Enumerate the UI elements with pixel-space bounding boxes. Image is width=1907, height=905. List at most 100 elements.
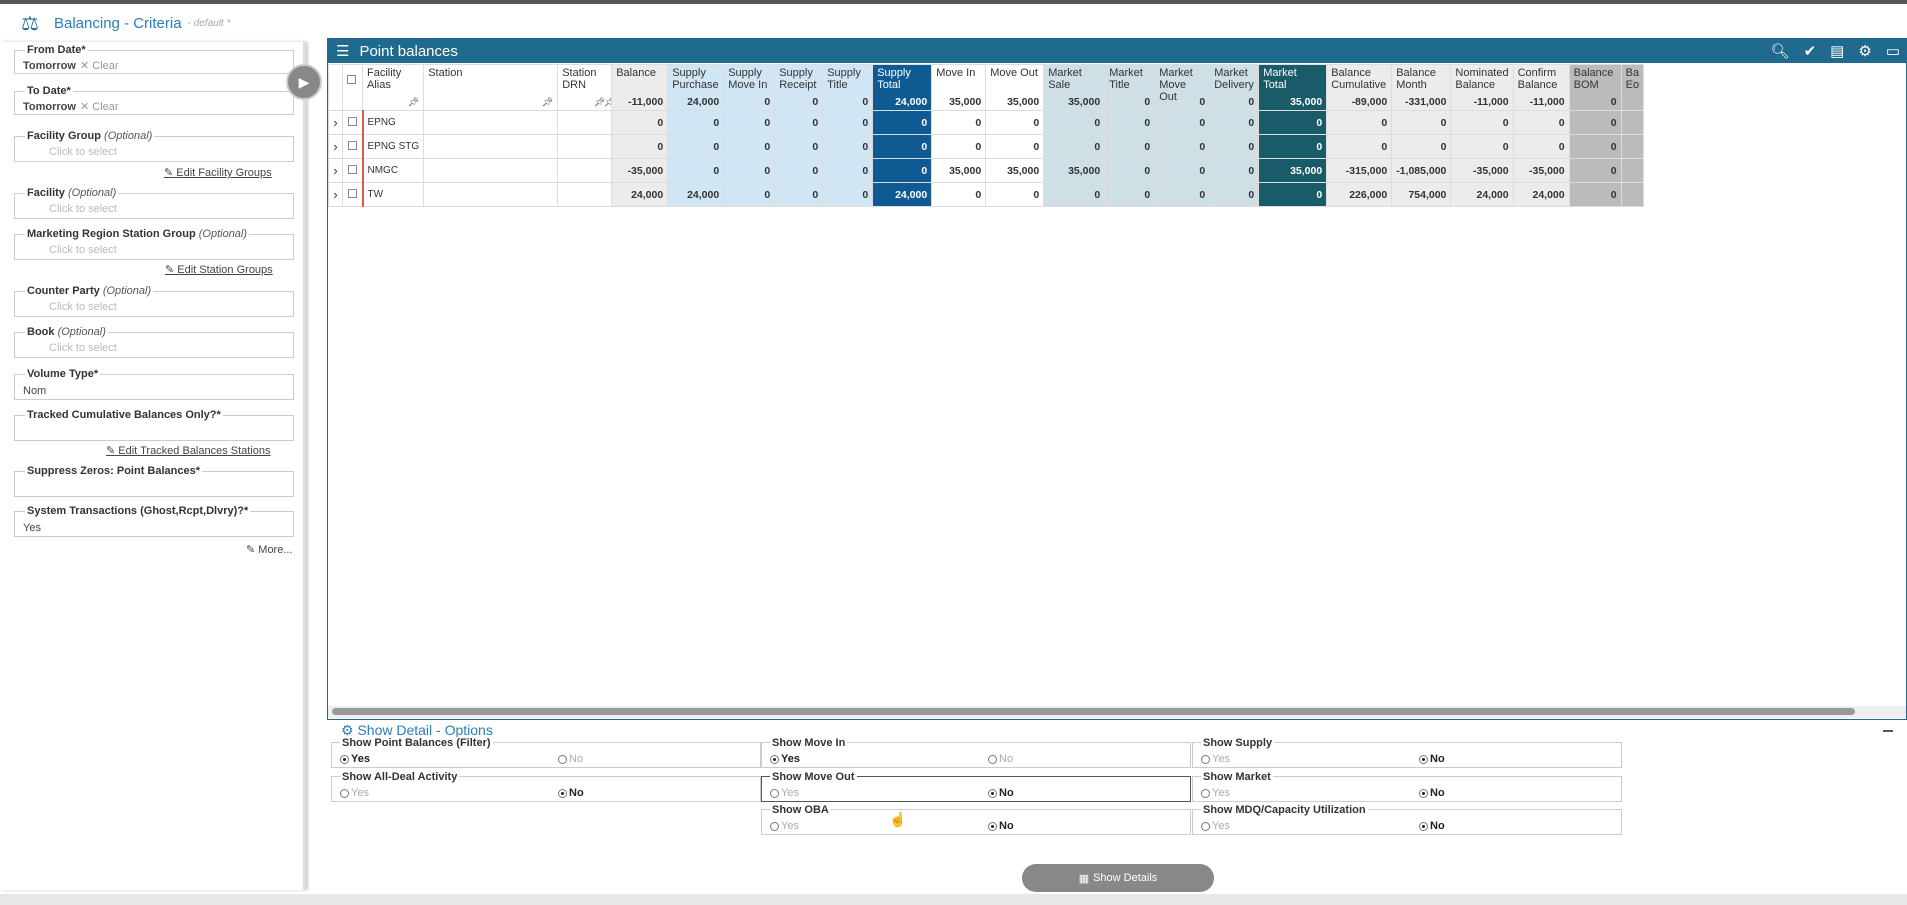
more-link[interactable]: ✎ More... [246,544,293,556]
to-date-clear-button[interactable]: ✕ Clear [79,101,119,113]
counter-party-field[interactable]: Counter Party (Optional) Click to select [14,285,294,317]
option-no-radio[interactable]: No [988,787,1014,799]
grid-menu-icon[interactable]: ☰ [336,43,350,60]
volume-type-field[interactable]: Volume Type* Nom [14,368,294,400]
option-no-radio[interactable]: No [558,787,584,799]
table-row[interactable]: › NMGC -35,000 0 0 0 0 0 35,000 35,000 35,000 0 0 0 35… [328,158,1645,183]
facility-field[interactable]: Facility (Optional) Click to select [14,187,294,219]
table-cell: -315,000 [1326,158,1393,183]
expand-row-icon[interactable]: › [328,182,343,207]
column-header[interactable]: Station DRN📌︎📌︎ [557,64,613,111]
column-header[interactable]: Supply Purchase 24,000 [667,64,725,111]
options-minimize-button[interactable] [1883,730,1893,732]
column-header[interactable]: Supply Title 0 [822,64,874,111]
option-yes-radio[interactable]: Yes [1201,753,1230,765]
option-yes-radio[interactable]: Yes [1201,787,1230,799]
select-all-checkbox[interactable] [342,64,363,111]
option-yes-radio[interactable]: Yes [770,820,799,832]
column-header[interactable]: Market Delivery 0 [1209,64,1260,111]
option-yes-radio[interactable]: Yes [1201,820,1230,832]
excel-icon[interactable]: ▤ [1830,43,1845,60]
column-header[interactable]: Move Out 35,000 [985,64,1045,111]
edit-station-groups-link[interactable]: ✎ Edit Station Groups [165,264,273,276]
horizontal-scrollbar[interactable] [328,706,1906,718]
column-header[interactable]: Market Title 0 [1104,64,1156,111]
row-checkbox[interactable] [342,158,363,183]
option-no-radio[interactable]: No [1419,820,1445,832]
scrollbar-thumb[interactable] [332,708,1855,715]
table-cell: -35,000 [1450,158,1514,183]
option-no-radio[interactable]: No [1419,753,1445,765]
column-header[interactable]: Supply Total 24,000 [872,64,933,111]
table-cell: 0 [1209,182,1260,207]
table-cell: 0 [1209,110,1260,135]
column-header[interactable]: Market Sale 35,000 [1043,64,1106,111]
table-cell: 0 [1104,182,1156,207]
from-date-value: Tomorrow [23,60,76,72]
pin-icon[interactable]: 📌︎ [593,97,606,107]
from-date-field[interactable]: From Date* Tomorrow ✕ Clear [14,44,294,74]
option-no-radio[interactable]: No [988,753,1013,765]
edit-tracked-balances-link[interactable]: ✎ Edit Tracked Balances Stations [106,445,271,457]
to-date-field[interactable]: To Date* Tomorrow ✕ Clear [14,85,294,115]
from-date-clear-button[interactable]: ✕ Clear [79,60,119,72]
table-cell: 0 [1154,182,1211,207]
table-cell: 0 [931,134,987,159]
window-icon[interactable]: ▭ [1885,43,1900,60]
row-checkbox[interactable] [342,182,363,207]
marketing-region-field[interactable]: Marketing Region Station Group (Optional… [14,228,294,260]
column-header[interactable]: Ba Eo [1620,64,1645,111]
facility-group-field[interactable]: Facility Group (Optional) Click to selec… [14,130,294,162]
tracked-cumulative-field[interactable]: Tracked Cumulative Balances Only?* [14,409,294,441]
column-header[interactable]: Market Move Out 0 [1154,64,1211,111]
table-cell: 0 [667,158,725,183]
table-cell: 35,000 [1258,158,1328,183]
column-header[interactable]: Market Total 35,000 [1258,64,1328,111]
table-cell: 0 [822,110,874,135]
system-transactions-field[interactable]: System Transactions (Ghost,Rcpt,Dlvry)?*… [14,505,294,537]
column-header[interactable]: Balance BOM 0 [1568,64,1622,111]
column-header[interactable]: Move In 35,000 [931,64,987,111]
option-no-radio[interactable]: No [558,753,583,765]
column-header[interactable]: Supply Move In 0 [723,64,776,111]
table-cell: 0 [611,110,669,135]
table-cell: 24,000 [1450,182,1514,207]
option-yes-radio[interactable]: Yes [770,787,799,799]
show-details-button[interactable]: ▦ Show Details [1022,864,1214,892]
table-row[interactable]: › EPNG STG 0 0 0 0 0 0 0 0 0 0 0 0 0 0 0 0 0 0 [328,134,1645,159]
column-header[interactable]: Supply Receipt 0 [774,64,824,111]
run-button[interactable]: ▶ [286,64,322,100]
option-label: Show Move In [770,737,848,749]
column-header[interactable]: Balance Month -331,000 [1391,64,1452,111]
pin-icon[interactable]: 📌︎ [407,97,420,107]
expand-row-icon[interactable]: › [328,134,343,159]
search-icon[interactable]: 🔍︎ [1770,43,1790,60]
expand-row-icon[interactable]: › [328,110,343,135]
expand-row-icon[interactable]: › [328,158,343,183]
option-no-radio[interactable]: No [988,820,1014,832]
edit-facility-groups-link[interactable]: ✎ Edit Facility Groups [164,167,272,179]
book-field[interactable]: Book (Optional) Click to select [14,326,294,358]
option-no-radio[interactable]: No [1419,787,1445,799]
gear-icon[interactable]: ⚙ [1858,43,1872,60]
pin-icon[interactable]: 📌︎ [541,97,554,107]
column-header[interactable]: Balance Cumulative -89,000 [1326,64,1393,111]
check-circle-icon[interactable]: ✔ [1803,43,1817,60]
from-date-label: From Date* [25,44,88,56]
system-transactions-value: Yes [23,522,41,534]
option-yes-radio[interactable]: Yes [340,753,370,765]
row-checkbox[interactable] [342,110,363,135]
column-header[interactable]: Station 📌︎ [423,64,559,111]
book-placeholder: Click to select [49,342,117,354]
column-header[interactable]: Balance -11,000 [611,64,669,111]
column-header[interactable]: Facility Alias 📌︎ [361,64,425,111]
row-checkbox[interactable] [342,134,363,159]
column-header[interactable]: Nominated Balance -11,000 [1450,64,1514,111]
table-row[interactable]: › TW 24,000 24,000 0 0 0 24,000 0 0 0 0 0 0 0 226,000 75… [328,182,1645,207]
facility-label: Facility (Optional) [25,187,119,199]
table-row[interactable]: › EPNG 0 0 0 0 0 0 0 0 0 0 0 0 0 0 0 0 0 0 [328,110,1645,135]
option-yes-radio[interactable]: Yes [340,787,369,799]
option-yes-radio[interactable]: Yes [770,753,800,765]
column-header[interactable]: Confirm Balance -11,000 [1512,64,1570,111]
suppress-zeros-field[interactable]: Suppress Zeros: Point Balances* [14,465,294,497]
